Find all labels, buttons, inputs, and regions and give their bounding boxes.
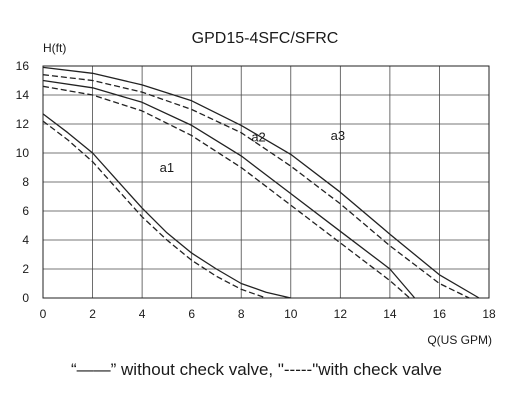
x-tick-label-6: 12 — [334, 307, 348, 321]
x-tick-label-5: 10 — [284, 307, 298, 321]
chart-title: GPD15-4SFC/SFRC — [192, 30, 339, 47]
curve-a3-dashed — [42, 74, 470, 299]
x-tick-label-0: 0 — [40, 307, 47, 321]
x-tick-label-2: 4 — [139, 307, 146, 321]
y-tick-label-8: 16 — [16, 59, 30, 73]
y-tick-label-4: 8 — [22, 175, 29, 189]
x-tick-label-3: 6 — [188, 307, 195, 321]
curve-a2-solid — [42, 79, 416, 299]
curve-label-a2: a2 — [251, 129, 265, 144]
legend-note: “——” without check valve, "-----"with ch… — [70, 360, 443, 379]
y-tick-label-1: 2 — [22, 262, 29, 276]
curve-label-a1: a1 — [160, 160, 174, 175]
x-tick-label-4: 8 — [238, 307, 245, 321]
series-group — [42, 66, 480, 299]
curve-a3-solid — [42, 66, 480, 299]
curve-a1-dashed — [42, 120, 267, 299]
tick-labels: 0 2 4 6 8 10 12 14 16 18 0 2 4 6 8 10 12 14 16 — [16, 59, 496, 321]
x-tick-label-8: 16 — [433, 307, 447, 321]
curve-labels: a1 a2 a3 — [160, 128, 345, 175]
y-tick-label-6: 12 — [16, 117, 30, 131]
plot-area-frame — [42, 65, 490, 299]
curve-a2-dashed — [42, 85, 411, 299]
x-tick-label-1: 2 — [89, 307, 96, 321]
x-axis-label: Q(US GPM) — [427, 333, 492, 347]
y-axis-label: H(ft) — [43, 41, 66, 55]
y-tick-label-0: 0 — [22, 291, 29, 305]
x-tick-label-7: 14 — [383, 307, 397, 321]
y-tick-label-5: 10 — [16, 146, 30, 160]
curve-label-a3: a3 — [331, 128, 345, 143]
x-tick-label-9: 18 — [482, 307, 496, 321]
y-tick-label-3: 6 — [22, 204, 29, 218]
y-tick-label-7: 14 — [16, 88, 30, 102]
curve-a1-solid — [42, 113, 291, 299]
y-tick-label-2: 4 — [22, 233, 29, 247]
